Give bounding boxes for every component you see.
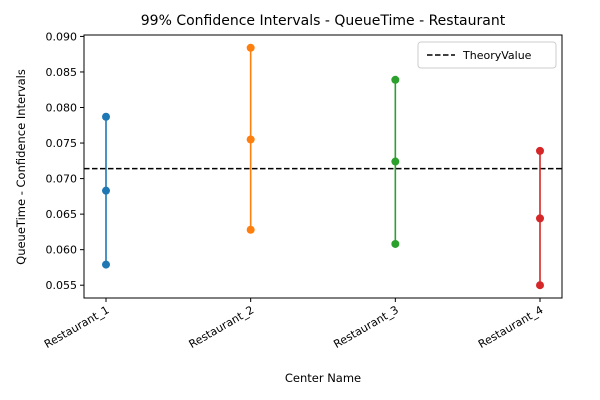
legend-label-theory-value: TheoryValue <box>462 49 532 62</box>
legend: TheoryValue <box>417 41 557 69</box>
ci-point-lower-restaurant-3 <box>391 239 400 248</box>
plot-area: 0.055 0.060 0.065 0.070 0.075 0.080 0.085 0.090… <box>42 30 563 351</box>
ci-point-upper-restaurant-2 <box>246 43 255 52</box>
y-tick-label: 0.080 <box>46 102 78 115</box>
x-tick-label: Restaurant_2 <box>187 303 256 351</box>
ci-point-mean-restaurant-4 <box>536 214 544 223</box>
y-tick-label: 0.085 <box>46 66 78 79</box>
x-axis-title: Center Name <box>285 371 361 385</box>
y-tick-label: 0.075 <box>46 137 78 150</box>
ci-point-mean-restaurant-3 <box>391 157 400 166</box>
y-tick-label: 0.065 <box>46 208 78 221</box>
y-tick-label: 0.070 <box>46 173 78 186</box>
x-tick-label: Restaurant_1 <box>42 303 111 351</box>
y-tick-label: 0.060 <box>46 244 78 257</box>
ci-point-lower-restaurant-1 <box>102 260 110 269</box>
axes-frame <box>83 34 563 299</box>
y-axis-title: QueueTime - Confidence Intervals <box>14 69 28 265</box>
x-tick-label: Restaurant_3 <box>331 303 400 351</box>
legend-box <box>417 41 557 69</box>
ci-point-lower-restaurant-2 <box>246 225 255 234</box>
ci-point-mean-restaurant-2 <box>246 135 255 144</box>
y-tick-label: 0.055 <box>46 279 78 292</box>
ci-point-upper-restaurant-4 <box>536 146 544 155</box>
ci-point-upper-restaurant-3 <box>391 75 400 84</box>
ci-point-upper-restaurant-1 <box>102 112 110 121</box>
ci-point-mean-restaurant-1 <box>102 186 110 195</box>
ci-point-lower-restaurant-4 <box>536 281 544 290</box>
chart-title: 99% Confidence Intervals - QueueTime - R… <box>141 13 506 29</box>
x-tick-label: Restaurant_4 <box>476 303 545 351</box>
y-tick-label: 0.090 <box>46 30 78 43</box>
